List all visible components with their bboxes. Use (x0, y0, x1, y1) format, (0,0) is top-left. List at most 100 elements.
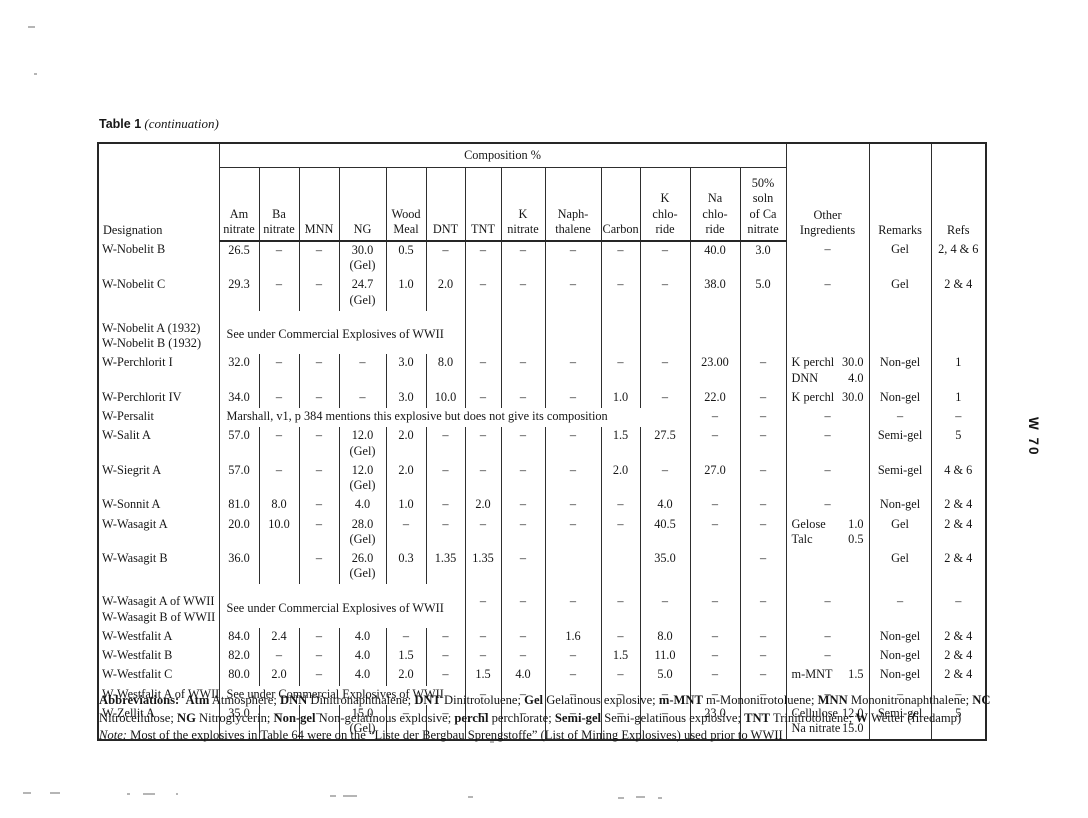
table-row: W-Perchlorit I 32.0– – –3.0 8.0– – – – –23.00– K … (97, 354, 987, 389)
tnt-cell: – (464, 584, 502, 628)
remarks-cell: – (868, 408, 932, 428)
wood-meal-cell: 1.0 (385, 496, 427, 516)
tnt-cell: – (464, 461, 502, 497)
na-chloride-cell: – (689, 427, 741, 462)
table-row: W-Perchlorit IV 34.0– – –3.0 10.0– – –1.0–22.0… (97, 388, 987, 409)
col-header-tnt: TNT (464, 167, 502, 242)
k-nitrate-cell (500, 310, 546, 355)
table-row: W-Nobelit A (1932) W-Nobelit B (1932) See… (97, 310, 987, 355)
dnt-cell: – (425, 647, 466, 667)
dnt-cell: 8.0 (425, 354, 466, 389)
wood-meal-cell: – (385, 515, 427, 550)
ba-nitrate-cell: 10.0 (258, 515, 300, 550)
ba-nitrate-cell: – (258, 461, 300, 497)
ng-cell: 12.0 (Gel) (338, 461, 387, 497)
ca-nitrate-soln-cell: – (739, 666, 787, 686)
designation-cell: W-Perchlorit IV (97, 388, 220, 409)
tnt-cell: – (464, 276, 502, 311)
na-chloride-cell: 40.0 (689, 241, 741, 277)
ng-cell: – (338, 354, 387, 389)
ca-nitrate-soln-cell (739, 310, 787, 355)
k-nitrate-cell: – (500, 461, 546, 497)
span-note-cell: See under Commercial Explosives of WWII (218, 685, 466, 705)
wood-meal-cell: – (385, 627, 427, 648)
carbon-cell (600, 310, 641, 355)
refs-cell: 2 & 4 (930, 549, 987, 585)
ba-nitrate-cell: 2.0 (258, 666, 300, 686)
carbon-cell: – (600, 354, 641, 389)
refs-cell: 2, 4 & 6 (930, 241, 987, 277)
naphthalene-cell: – (544, 388, 602, 409)
scan-artifact (658, 797, 662, 799)
wood-meal-cell: 2.0 (385, 666, 427, 686)
k-chloride-cell: – (639, 241, 691, 277)
ng-cell: 12.0 (Gel) (338, 427, 387, 462)
ca-nitrate-soln-cell: – (739, 627, 787, 648)
naphthalene-cell: – (544, 666, 602, 686)
note-line: Note: Most of the explosives in Table 64… (99, 727, 1011, 745)
wood-meal-cell: 3.0 (385, 354, 427, 389)
am-nitrate-cell: 81.0 (218, 496, 260, 516)
ng-cell: 4.0 (338, 627, 387, 648)
ng-cell: 26.0 (Gel) (338, 549, 387, 585)
designation-cell: W-Westfalit A (97, 627, 220, 648)
k-chloride-cell: – (639, 276, 691, 311)
naphthalene-cell: – (544, 584, 602, 628)
col-header-naphthalene: Naph- thalene (544, 167, 602, 242)
col-header-am-nitrate: Am nitrate (218, 167, 260, 242)
naphthalene-cell: – (544, 241, 602, 277)
naphthalene-cell: – (544, 427, 602, 462)
k-chloride-cell: 5.0 (639, 666, 691, 686)
ca-nitrate-soln-cell: 5.0 (739, 276, 787, 311)
table-row: W-Wasagit A 20.0 10.0–28.0 (Gel) – – – – – –40.5… (97, 515, 987, 550)
col-header-ng: NG (338, 167, 387, 242)
designation-cell: W-Wasagit A (97, 515, 220, 550)
table-title: Table 1 (continuation) (99, 116, 219, 132)
table-body: W-Nobelit B 26.5– –30.0 (Gel) 0.5– – – – – –40.0… (97, 241, 987, 741)
naphthalene-cell: – (544, 354, 602, 389)
carbon-cell: – (600, 496, 641, 516)
am-nitrate-cell: 80.0 (218, 666, 260, 686)
designation-cell: W-Nobelit C (97, 276, 220, 311)
tnt-cell: 2.0 (464, 496, 502, 516)
ba-nitrate-cell: – (258, 647, 300, 667)
tnt-cell (464, 310, 502, 355)
mnn-cell: – (298, 241, 340, 277)
other-ingredients-cell (785, 549, 870, 585)
other-ingredients-cell: K perchl 30.0 (785, 388, 870, 409)
remarks-cell: Gel (868, 515, 932, 550)
am-nitrate-cell: 84.0 (218, 627, 260, 648)
dnt-cell: – (425, 627, 466, 648)
k-chloride-cell: – (639, 388, 691, 409)
other-ingredients-cell: K perchl 30.0 DNN 4.0 (785, 354, 870, 389)
k-nitrate-cell: – (500, 388, 546, 409)
mnn-cell: – (298, 276, 340, 311)
remarks-cell: Gel (868, 549, 932, 585)
wood-meal-cell: 2.0 (385, 461, 427, 497)
dnt-cell: – (425, 427, 466, 462)
composition-percent-header: Composition % (218, 143, 787, 168)
table-row: W-Nobelit B 26.5– –30.0 (Gel) 0.5– – – – – –40.0… (97, 241, 987, 277)
k-nitrate-cell: 4.0 (500, 666, 546, 686)
span-note-cell: See under Commercial Explosives of WWII (218, 584, 466, 628)
am-nitrate-cell: 20.0 (218, 515, 260, 550)
ba-nitrate-cell (258, 549, 300, 585)
scan-artifact (618, 797, 624, 799)
tnt-cell: – (464, 647, 502, 667)
ba-nitrate-cell: – (258, 388, 300, 409)
ba-nitrate-cell: – (258, 354, 300, 389)
table-row: W-Westfalit A of WWII See under Commercia… (97, 685, 987, 705)
k-nitrate-cell: – (500, 549, 546, 585)
ca-nitrate-soln-cell: – (739, 461, 787, 497)
designation-cell: W-Westfalit A of WWII (97, 685, 220, 705)
refs-cell: 5 (930, 427, 987, 462)
refs-cell: 2 & 4 (930, 666, 987, 686)
na-chloride-cell: – (689, 408, 741, 428)
ng-cell: 4.0 (338, 496, 387, 516)
designation-cell: W-Nobelit A (1932) W-Nobelit B (1932) (97, 310, 220, 355)
ba-nitrate-cell: – (258, 276, 300, 311)
refs-cell: 2 & 4 (930, 647, 987, 667)
k-nitrate-cell: – (500, 276, 546, 311)
col-header-k-nitrate: K nitrate (500, 167, 546, 242)
col-header-designation: Designation (97, 143, 220, 241)
